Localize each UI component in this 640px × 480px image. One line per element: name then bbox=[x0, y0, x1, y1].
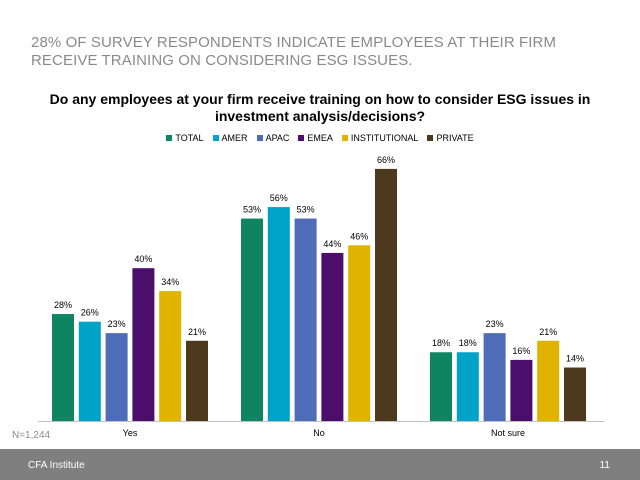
legend-label-emea: EMEA bbox=[307, 133, 333, 143]
data-label-no-emea: 44% bbox=[323, 239, 341, 249]
data-label-no-amer: 56% bbox=[270, 193, 288, 203]
data-label-not-sure-apac: 23% bbox=[486, 319, 504, 329]
category-label-not-sure: Not sure bbox=[491, 428, 525, 438]
data-label-yes-emea: 40% bbox=[134, 254, 152, 264]
legend-item-emea: EMEA bbox=[298, 133, 333, 143]
data-label-yes-amer: 26% bbox=[81, 308, 99, 318]
data-label-not-sure-total: 18% bbox=[432, 338, 450, 348]
bar-no-amer bbox=[267, 207, 290, 421]
data-label-not-sure-private: 14% bbox=[566, 354, 584, 364]
bar-not-sure-emea bbox=[510, 359, 533, 421]
legend-label-private: PRIVATE bbox=[436, 133, 474, 143]
legend-swatch-apac bbox=[256, 135, 263, 141]
bar-not-sure-total bbox=[430, 352, 452, 421]
bar-yes-private bbox=[186, 340, 208, 421]
data-label-not-sure-amer: 18% bbox=[459, 338, 477, 348]
footer-org-name: CFA Institute bbox=[28, 460, 85, 471]
category-label-yes: Yes bbox=[123, 428, 138, 438]
data-label-not-sure-institutional: 21% bbox=[539, 327, 557, 337]
slide-footer: CFA Institute 11 bbox=[0, 449, 640, 480]
legend-label-total: TOTAL bbox=[175, 133, 204, 143]
bar-yes-institutional bbox=[159, 291, 182, 421]
chart-legend: TOTAL AMER APAC EMEA INSTITUTIONAL PRIVA… bbox=[0, 133, 640, 143]
bar-no-private bbox=[375, 168, 397, 421]
legend-label-apac: APAC bbox=[265, 133, 290, 143]
legend-item-private: PRIVATE bbox=[427, 133, 474, 143]
legend-swatch-amer bbox=[212, 135, 219, 141]
bar-yes-apac bbox=[105, 333, 128, 421]
bar-not-sure-private bbox=[564, 367, 586, 421]
legend-swatch-total bbox=[166, 135, 173, 141]
data-label-yes-private: 21% bbox=[188, 327, 206, 337]
bar-no-emea bbox=[321, 252, 344, 421]
data-label-no-private: 66% bbox=[377, 155, 395, 165]
data-label-yes-total: 28% bbox=[54, 300, 72, 310]
bar-yes-amer bbox=[78, 321, 101, 421]
data-label-no-institutional: 46% bbox=[350, 231, 368, 241]
data-label-no-total: 53% bbox=[243, 205, 261, 215]
bar-yes-emea bbox=[132, 268, 155, 421]
legend-label-amer: AMER bbox=[221, 133, 248, 143]
bar-no-institutional bbox=[348, 245, 371, 421]
chart-title: Do any employees at your firm receive tr… bbox=[49, 91, 591, 124]
legend-item-amer: AMER bbox=[212, 133, 248, 143]
data-label-yes-institutional: 34% bbox=[161, 277, 179, 287]
bar-not-sure-apac bbox=[483, 333, 506, 421]
data-label-no-apac: 53% bbox=[297, 205, 315, 215]
page-number: 11 bbox=[599, 460, 610, 471]
category-label-no: No bbox=[313, 428, 325, 438]
legend-item-institutional: INSTITUTIONAL bbox=[341, 133, 419, 143]
bar-not-sure-institutional bbox=[537, 340, 560, 421]
data-label-not-sure-emea: 16% bbox=[512, 346, 530, 356]
legend-item-apac: APAC bbox=[256, 133, 290, 143]
bar-yes-total bbox=[52, 314, 74, 421]
bar-not-sure-amer bbox=[456, 352, 479, 421]
data-label-yes-apac: 23% bbox=[108, 319, 126, 329]
legend-swatch-emea bbox=[298, 135, 305, 141]
bar-no-apac bbox=[294, 218, 317, 421]
legend-label-institutional: INSTITUTIONAL bbox=[350, 133, 419, 143]
legend-item-total: TOTAL bbox=[166, 133, 204, 143]
slide-headline: 28% OF SURVEY RESPONDENTS INDICATE EMPLO… bbox=[31, 34, 557, 69]
legend-swatch-private bbox=[427, 135, 434, 141]
legend-swatch-institutional bbox=[341, 135, 348, 141]
bar-no-total bbox=[241, 218, 263, 421]
bar-chart: 28% 26% 23% 40% 34% 21% Yes 53% 56% 53% 44% 46% 66% N… bbox=[38, 155, 604, 438]
sample-size-label: N=1,244 bbox=[12, 430, 51, 441]
